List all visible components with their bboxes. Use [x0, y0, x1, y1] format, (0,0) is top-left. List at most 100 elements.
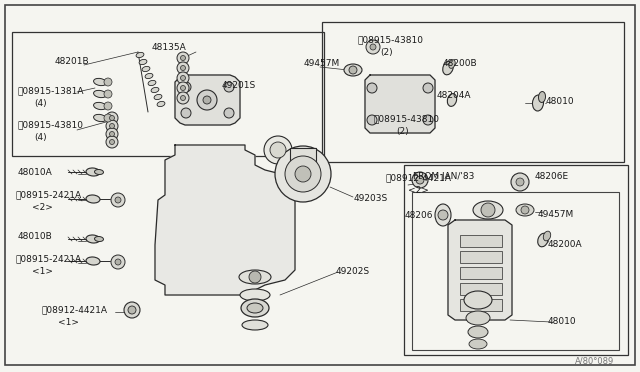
Circle shape [285, 156, 321, 192]
Circle shape [197, 90, 217, 110]
Ellipse shape [447, 94, 457, 106]
Bar [412, 192, 619, 350]
Circle shape [180, 76, 186, 80]
Circle shape [128, 306, 136, 314]
Ellipse shape [239, 270, 271, 284]
Ellipse shape [516, 204, 534, 216]
Text: 48010: 48010 [548, 317, 577, 326]
Text: <1>: <1> [32, 267, 53, 276]
Text: 48200A: 48200A [548, 240, 582, 249]
Circle shape [115, 259, 121, 265]
Text: (2): (2) [396, 127, 408, 136]
Circle shape [111, 193, 125, 207]
Circle shape [181, 82, 191, 92]
Circle shape [180, 55, 186, 61]
Bar [460, 235, 502, 247]
Bar [290, 148, 316, 166]
Ellipse shape [449, 60, 455, 68]
Ellipse shape [93, 114, 106, 122]
Ellipse shape [242, 320, 268, 330]
Ellipse shape [136, 52, 144, 58]
Ellipse shape [240, 289, 270, 301]
Circle shape [180, 65, 186, 71]
Ellipse shape [532, 95, 543, 111]
Circle shape [109, 131, 115, 137]
Circle shape [275, 146, 331, 202]
Circle shape [367, 115, 377, 125]
Text: 48010A: 48010A [18, 168, 52, 177]
Ellipse shape [468, 326, 488, 338]
Text: 49457M: 49457M [538, 210, 574, 219]
Circle shape [366, 40, 380, 54]
Circle shape [270, 142, 286, 158]
Circle shape [104, 78, 112, 86]
Circle shape [416, 176, 424, 184]
Circle shape [511, 173, 529, 191]
Text: FROM JAN/'83: FROM JAN/'83 [413, 172, 474, 181]
Ellipse shape [344, 64, 362, 76]
Ellipse shape [538, 92, 545, 103]
Ellipse shape [151, 87, 159, 93]
Text: 48204A: 48204A [437, 91, 472, 100]
Ellipse shape [95, 237, 104, 241]
Circle shape [104, 114, 112, 122]
Circle shape [106, 136, 118, 148]
Ellipse shape [95, 170, 104, 174]
Circle shape [106, 112, 118, 124]
Bar [460, 299, 502, 311]
Circle shape [106, 128, 118, 140]
Circle shape [104, 90, 112, 98]
Text: 48010: 48010 [546, 97, 575, 106]
Ellipse shape [86, 168, 100, 176]
Ellipse shape [469, 339, 487, 349]
Circle shape [423, 83, 433, 93]
Ellipse shape [86, 235, 100, 243]
Text: (2): (2) [380, 48, 392, 57]
Circle shape [177, 82, 189, 94]
Text: (4): (4) [34, 99, 47, 108]
Bar [322, 22, 624, 162]
Circle shape [177, 72, 189, 84]
Ellipse shape [538, 233, 548, 247]
Circle shape [109, 140, 115, 144]
Text: 48200B: 48200B [443, 59, 477, 68]
Text: Ⓣ08915-43810: Ⓣ08915-43810 [18, 120, 84, 129]
Circle shape [109, 124, 115, 128]
Ellipse shape [93, 90, 106, 97]
Ellipse shape [139, 60, 147, 65]
Text: 49203S: 49203S [354, 194, 388, 203]
Circle shape [438, 210, 448, 220]
Bar [460, 251, 502, 263]
Ellipse shape [466, 311, 490, 325]
Circle shape [224, 82, 234, 92]
Circle shape [367, 83, 377, 93]
Ellipse shape [154, 94, 162, 100]
Text: Ⓣ08915-43810: Ⓣ08915-43810 [358, 35, 424, 44]
Circle shape [295, 166, 311, 182]
Polygon shape [175, 75, 240, 125]
Polygon shape [448, 220, 512, 320]
Ellipse shape [443, 61, 453, 75]
Circle shape [177, 92, 189, 104]
Text: Ⓚ08912-4421A: Ⓚ08912-4421A [386, 173, 452, 182]
Circle shape [349, 66, 357, 74]
Text: <1>: <1> [58, 318, 79, 327]
Circle shape [521, 206, 529, 214]
Polygon shape [155, 145, 295, 295]
Ellipse shape [241, 299, 269, 317]
Text: <2>: <2> [408, 186, 429, 195]
Text: <2>: <2> [32, 203, 53, 212]
Circle shape [124, 302, 140, 318]
Polygon shape [365, 75, 435, 133]
Circle shape [106, 120, 118, 132]
Bar [404, 165, 628, 355]
Ellipse shape [473, 201, 503, 219]
Text: Ⓣ08915-1381A: Ⓣ08915-1381A [18, 86, 84, 95]
Bar [460, 267, 502, 279]
Text: 49202S: 49202S [336, 267, 370, 276]
Circle shape [109, 115, 115, 121]
Circle shape [412, 172, 428, 188]
Circle shape [181, 108, 191, 118]
Text: 48010B: 48010B [18, 232, 52, 241]
Circle shape [180, 96, 186, 100]
